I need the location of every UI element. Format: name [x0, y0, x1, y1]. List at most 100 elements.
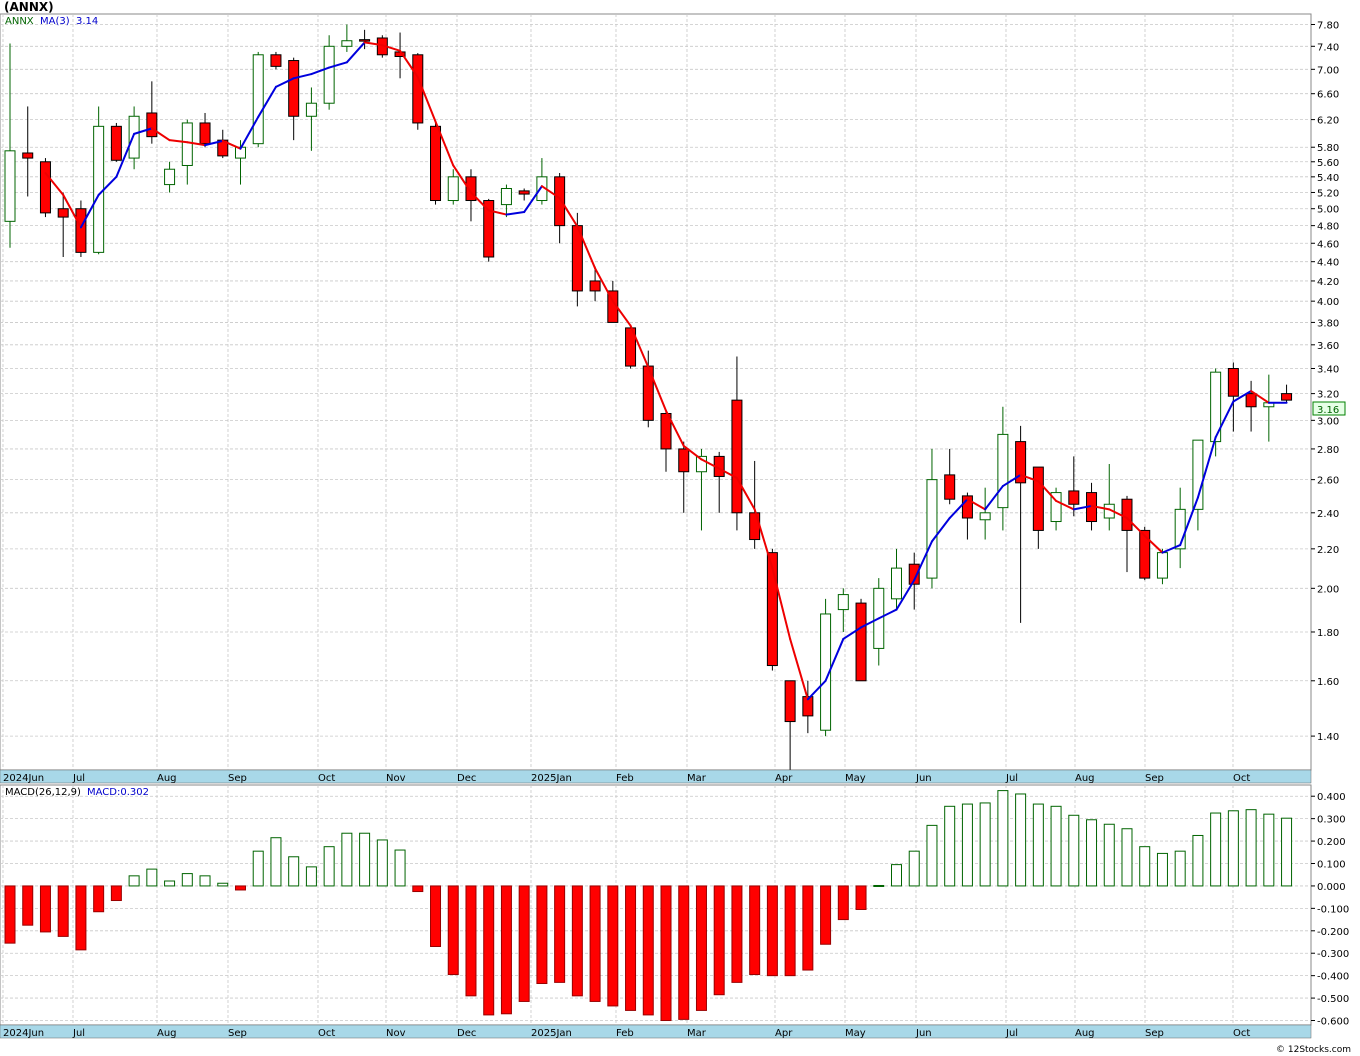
macd-bar: [713, 885, 725, 996]
macd-bar: [199, 875, 211, 887]
macd-y-axis: -0.600 -0.500 -0.400 -0.300 -0.200 -0.100 0.00…: [1311, 792, 1349, 1028]
macd-bar: [305, 866, 317, 887]
macd-bar: [39, 885, 51, 933]
price-tick-label: 4.80: [1317, 222, 1339, 233]
price-tick-label: 3.60: [1317, 341, 1339, 352]
macd-bar: [164, 880, 176, 887]
candle-body: [1210, 371, 1222, 443]
price-tick-label: 2.40: [1317, 509, 1339, 520]
ma-segment: [416, 76, 437, 123]
ma-segment: [647, 366, 668, 412]
x-axis-label: Dec: [457, 773, 476, 784]
macd-bar: [1156, 852, 1168, 887]
current-price-tag: [1312, 401, 1346, 416]
price-tick-label: 6.60: [1317, 90, 1339, 101]
candle-body: [678, 448, 690, 473]
macd-bar: [1245, 809, 1257, 887]
candle-body: [908, 563, 920, 585]
x-axis-label: Apr: [775, 773, 793, 784]
price-tick-label: 1.60: [1317, 677, 1339, 688]
price-tick-label: 1.80: [1317, 628, 1339, 639]
x-axis-label: Aug: [157, 773, 177, 784]
macd-tick-label: 0.300: [1317, 815, 1346, 826]
candle-body: [944, 474, 956, 500]
ma-segment: [895, 579, 916, 611]
candle-body: [1139, 529, 1151, 579]
current-price-value: 3.16: [1317, 405, 1339, 416]
macd-bar: [252, 850, 264, 887]
candle-body: [164, 168, 176, 186]
candle-body: [465, 176, 477, 202]
candle-body: [837, 594, 849, 611]
macd-tick-label: -0.300: [1317, 949, 1349, 960]
macd-bar: [1121, 828, 1133, 887]
ma-segment: [540, 185, 561, 200]
ma-segment: [257, 85, 277, 118]
ma-segment: [1250, 390, 1270, 404]
candle-body: [979, 512, 991, 521]
ma-segment: [1125, 517, 1146, 537]
candle-body: [359, 39, 371, 42]
candle-body: [93, 125, 105, 253]
macd-bar: [695, 885, 707, 1011]
candle-body: [997, 433, 1009, 509]
candle-body: [1015, 441, 1027, 484]
price-y-axis: 1.40 1.60 1.80 2.00 2.20 2.40 2.60 2.80 3.00 3.20…: [1311, 20, 1339, 743]
ma-segment: [576, 225, 597, 270]
macd-tick-label: -0.200: [1317, 927, 1349, 938]
ma-segment: [1143, 534, 1164, 554]
macd-bar: [891, 864, 902, 887]
price-tick-label: 2.00: [1317, 584, 1339, 595]
candle-body: [199, 122, 211, 145]
macd-bar: [1015, 793, 1027, 887]
ma-segment: [1019, 473, 1040, 483]
macd-tick-label: 0.400: [1317, 792, 1346, 803]
price-tick-label: 4.60: [1317, 239, 1339, 250]
ma-segment: [204, 139, 224, 147]
x-axis-label: 2024Jun: [3, 773, 44, 784]
macd-bar: [536, 885, 548, 985]
candle-body: [660, 413, 672, 450]
macd-bar: [430, 885, 442, 947]
candle-body: [749, 512, 761, 541]
x-axis-label: Jul: [1005, 1028, 1018, 1039]
candle-body: [926, 479, 938, 579]
price-tick-label: 5.00: [1317, 205, 1339, 216]
ma-segment: [1161, 544, 1182, 554]
macd-bar: [518, 885, 530, 1002]
candle-body: [695, 455, 707, 473]
ma-segment: [1232, 390, 1253, 403]
price-tick-label: 1.40: [1317, 732, 1339, 743]
price-tick-label: 4.40: [1317, 258, 1339, 269]
x-axis-strip-bottom: [0, 1024, 1312, 1039]
macd-panel: [0, 784, 1312, 1026]
ma-segment: [877, 608, 898, 620]
candle-body: [22, 152, 34, 159]
candle-body: [1050, 492, 1062, 523]
price-grid: [0, 14, 1311, 770]
ma-segment: [665, 409, 685, 447]
ma-segment: [399, 49, 419, 79]
macd-bar: [217, 882, 229, 887]
candle-body: [1245, 393, 1257, 408]
legend-ma-label: MA(3): [40, 16, 70, 27]
ma-segment: [860, 617, 880, 629]
macd-bar: [181, 873, 193, 887]
ma-segment: [97, 175, 118, 196]
macd-tick-label: 0.000: [1317, 882, 1346, 893]
price-tick-label: 7.40: [1317, 42, 1339, 53]
ma-segment: [611, 300, 632, 327]
x-axis-label: Jul: [1005, 773, 1018, 784]
candle-body: [483, 200, 495, 258]
ma-segment: [1108, 508, 1128, 520]
macd-bar: [908, 850, 920, 887]
ma-segment: [1196, 436, 1217, 499]
candle-body: [75, 208, 87, 253]
macd-bar: [979, 802, 991, 887]
x-axis-label: Feb: [616, 1028, 634, 1039]
macd-bar: [944, 805, 956, 887]
ma-segment: [966, 498, 987, 511]
candle-body: [784, 680, 796, 723]
x-axis-label: Mar: [687, 773, 707, 784]
candle-body: [500, 188, 512, 206]
